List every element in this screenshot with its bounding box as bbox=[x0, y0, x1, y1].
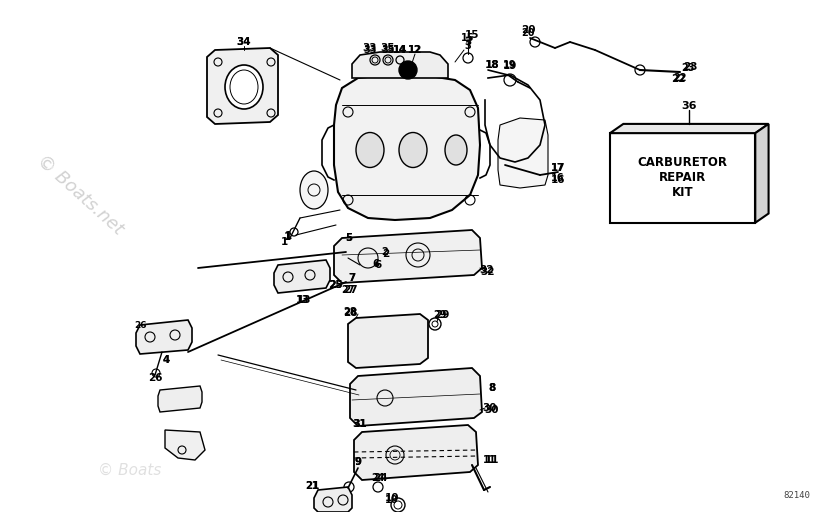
Text: 6: 6 bbox=[373, 259, 379, 269]
Text: CARBURETOR
REPAIR
KIT: CARBURETOR REPAIR KIT bbox=[637, 157, 728, 199]
Text: 33: 33 bbox=[364, 45, 377, 55]
Text: 13: 13 bbox=[297, 295, 311, 305]
Text: 1: 1 bbox=[283, 232, 290, 242]
Text: 32: 32 bbox=[480, 265, 494, 275]
Text: 2: 2 bbox=[382, 247, 388, 257]
Text: 12: 12 bbox=[408, 45, 422, 55]
Text: 31: 31 bbox=[353, 419, 367, 429]
Text: 8: 8 bbox=[488, 383, 496, 393]
Polygon shape bbox=[334, 74, 480, 220]
Text: 22: 22 bbox=[673, 73, 686, 83]
Polygon shape bbox=[207, 48, 278, 124]
Text: 20: 20 bbox=[520, 25, 535, 35]
Text: 23: 23 bbox=[681, 63, 695, 73]
Circle shape bbox=[399, 61, 417, 79]
Text: 10: 10 bbox=[385, 493, 399, 503]
Text: © Boats: © Boats bbox=[98, 462, 162, 478]
Text: 3: 3 bbox=[465, 41, 471, 51]
Text: 30: 30 bbox=[483, 403, 497, 413]
Text: 5: 5 bbox=[345, 233, 353, 243]
Text: 24: 24 bbox=[373, 473, 388, 483]
Text: 20: 20 bbox=[521, 28, 535, 38]
Text: 6: 6 bbox=[374, 260, 382, 270]
Polygon shape bbox=[165, 430, 205, 460]
Text: 28: 28 bbox=[343, 307, 357, 317]
Text: 32: 32 bbox=[481, 267, 496, 277]
Text: 30: 30 bbox=[485, 405, 500, 415]
Text: 8: 8 bbox=[488, 383, 496, 393]
Text: 17: 17 bbox=[550, 163, 565, 173]
Text: 22: 22 bbox=[671, 74, 686, 84]
Text: 15: 15 bbox=[465, 30, 479, 40]
Polygon shape bbox=[354, 425, 478, 480]
Text: 11: 11 bbox=[485, 455, 500, 465]
Text: 5: 5 bbox=[345, 233, 353, 243]
Text: 7: 7 bbox=[349, 273, 355, 283]
Text: 12: 12 bbox=[408, 45, 422, 55]
Text: 1: 1 bbox=[281, 237, 288, 247]
Ellipse shape bbox=[356, 133, 384, 167]
Polygon shape bbox=[136, 320, 192, 354]
Text: 18: 18 bbox=[486, 60, 500, 70]
Polygon shape bbox=[314, 487, 352, 512]
Text: 19: 19 bbox=[503, 60, 517, 70]
Text: 25: 25 bbox=[330, 280, 343, 290]
Text: 35: 35 bbox=[381, 43, 395, 53]
Text: 7: 7 bbox=[349, 273, 356, 283]
Text: 27: 27 bbox=[341, 285, 354, 295]
Text: 29: 29 bbox=[433, 310, 447, 320]
Text: 16: 16 bbox=[551, 175, 565, 185]
Text: 13: 13 bbox=[296, 295, 310, 305]
Text: 26: 26 bbox=[134, 321, 146, 330]
Text: 31: 31 bbox=[354, 419, 367, 429]
Polygon shape bbox=[348, 314, 428, 368]
Polygon shape bbox=[352, 52, 448, 78]
Text: 11: 11 bbox=[483, 455, 496, 465]
Text: 36: 36 bbox=[681, 101, 697, 111]
Text: 34: 34 bbox=[237, 37, 251, 47]
Polygon shape bbox=[274, 260, 330, 293]
Text: 35: 35 bbox=[381, 45, 395, 55]
Text: 4: 4 bbox=[163, 355, 169, 365]
Polygon shape bbox=[350, 368, 482, 426]
Text: 1: 1 bbox=[285, 231, 291, 241]
Text: 34: 34 bbox=[237, 37, 251, 47]
Text: 25: 25 bbox=[328, 280, 342, 290]
Text: 29: 29 bbox=[435, 310, 449, 320]
Polygon shape bbox=[498, 118, 548, 188]
Polygon shape bbox=[158, 386, 202, 412]
Text: 21: 21 bbox=[305, 481, 319, 491]
Text: 14: 14 bbox=[393, 45, 408, 55]
Text: 10: 10 bbox=[385, 495, 398, 505]
Text: 3: 3 bbox=[464, 37, 471, 47]
Text: 33: 33 bbox=[363, 43, 378, 53]
Bar bbox=[610, 133, 755, 223]
Text: © Boats.net: © Boats.net bbox=[33, 152, 127, 239]
Text: 14: 14 bbox=[393, 45, 407, 55]
Text: 19: 19 bbox=[503, 61, 517, 71]
Text: 16: 16 bbox=[551, 173, 564, 183]
Text: 15: 15 bbox=[461, 33, 475, 43]
Polygon shape bbox=[610, 124, 769, 133]
Text: 2: 2 bbox=[383, 249, 389, 259]
Ellipse shape bbox=[225, 65, 263, 109]
Text: 21: 21 bbox=[305, 481, 320, 491]
Text: 26: 26 bbox=[148, 373, 162, 383]
Ellipse shape bbox=[399, 133, 427, 167]
Text: 17: 17 bbox=[551, 163, 564, 173]
Text: 28: 28 bbox=[343, 308, 357, 318]
Polygon shape bbox=[334, 230, 482, 283]
Text: 9: 9 bbox=[354, 457, 362, 467]
Text: 23: 23 bbox=[683, 62, 697, 72]
Text: 9: 9 bbox=[354, 457, 361, 467]
Text: 18: 18 bbox=[485, 60, 500, 70]
Text: 4: 4 bbox=[163, 355, 169, 365]
Text: 27: 27 bbox=[343, 285, 357, 295]
Ellipse shape bbox=[445, 135, 467, 165]
Text: 82140: 82140 bbox=[784, 491, 810, 500]
Text: 24: 24 bbox=[371, 473, 385, 483]
Polygon shape bbox=[755, 124, 769, 223]
Ellipse shape bbox=[300, 171, 328, 209]
